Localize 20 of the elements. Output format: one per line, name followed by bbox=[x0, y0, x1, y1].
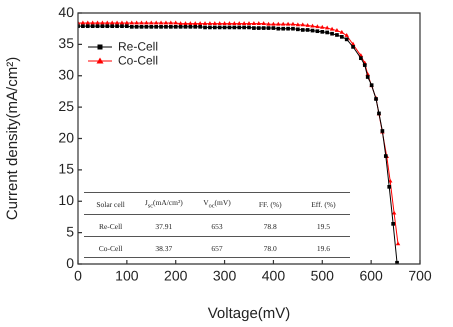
y-tick-label: 20 bbox=[58, 129, 74, 146]
legend-label: Co-Cell bbox=[118, 53, 158, 68]
y-tick-label: 15 bbox=[58, 160, 74, 177]
y-tick-label: 0 bbox=[66, 254, 74, 271]
x-tick-label: 700 bbox=[408, 267, 432, 284]
x-tick-label: 200 bbox=[164, 267, 188, 284]
x-tick-label: 100 bbox=[115, 267, 139, 284]
y-tick-label: 35 bbox=[58, 35, 74, 52]
legend-label: Re-Cell bbox=[118, 39, 158, 54]
x-tick-label: 500 bbox=[310, 267, 334, 284]
x-tick-label: 300 bbox=[212, 267, 236, 284]
x-tick-label: 400 bbox=[262, 267, 286, 284]
x-tick-label: 600 bbox=[359, 267, 384, 284]
y-tick-label: 30 bbox=[58, 66, 74, 83]
y-tick-label: 10 bbox=[58, 192, 74, 208]
x-axis-title: Voltage(mV) bbox=[208, 305, 290, 322]
y-axis-title: Current density(mA/cm²) bbox=[4, 56, 22, 220]
y-tick-label: 5 bbox=[66, 223, 74, 240]
y-tick-label: 25 bbox=[58, 98, 74, 114]
y-tick-label: 40 bbox=[58, 4, 74, 20]
